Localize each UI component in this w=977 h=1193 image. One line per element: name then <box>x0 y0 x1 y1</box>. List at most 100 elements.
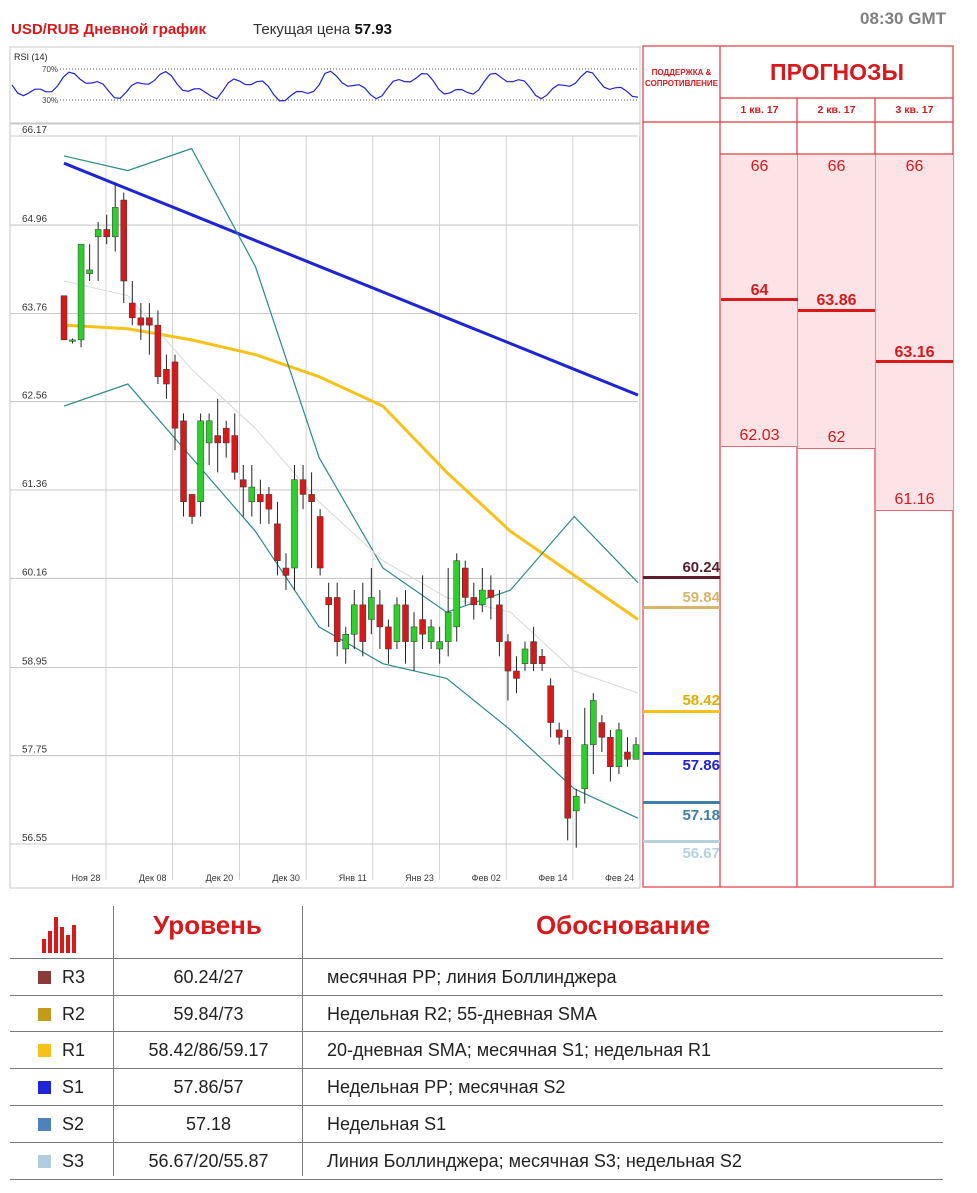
level-r3-line <box>643 576 720 579</box>
table-row: R3 60.24/27 месячная PP; линия Боллиндже… <box>10 958 943 995</box>
candle <box>462 560 469 605</box>
y-tick-label: 63.76 <box>22 302 47 313</box>
candle <box>94 222 102 281</box>
candle <box>376 590 384 649</box>
candle <box>154 310 162 385</box>
level-s1-value: 57.86 <box>682 757 720 774</box>
timestamp: 08:30 GMT <box>860 9 946 28</box>
level-name: R3 <box>62 967 86 987</box>
level-value: 59.84/73 <box>173 1004 244 1024</box>
y-tick-label: 58.95 <box>22 656 47 667</box>
level-reason: Недельная R2; 55-дневная SMA <box>327 1004 597 1024</box>
table-row: S2 57.18 Недельная S1 <box>10 1105 943 1142</box>
rsi-panel-frame <box>9 46 641 124</box>
rsi-line <box>11 70 639 102</box>
forecast-grid <box>642 45 954 888</box>
candle <box>180 413 187 517</box>
candle <box>69 338 76 344</box>
quarter-3-mid-line <box>876 360 953 363</box>
level-value: 60.24/27 <box>173 967 244 987</box>
candle <box>137 303 145 340</box>
candle <box>581 707 589 804</box>
level-swatch <box>38 1081 51 1094</box>
candle <box>427 619 435 649</box>
quarter-2-mid-line <box>798 309 875 312</box>
x-tick-label: Дек 08 <box>139 873 167 883</box>
candle <box>402 590 409 664</box>
level-value: 58.42/86/59.17 <box>148 1040 269 1060</box>
x-tick-label: Янв 11 <box>339 873 367 883</box>
x-tick-label: Ноя 28 <box>72 873 101 883</box>
candle <box>530 626 537 672</box>
candle <box>538 648 546 672</box>
candle <box>598 715 606 753</box>
level-reason: Линия Боллинджера; месячная S3; недельна… <box>327 1151 742 1171</box>
x-tick-label: Фев 14 <box>538 873 567 883</box>
candle <box>521 641 529 672</box>
candle <box>393 597 401 649</box>
quarter-1-range <box>721 155 797 447</box>
candle <box>564 729 571 841</box>
y-tick-label: 57.75 <box>22 745 47 756</box>
current-price: Текущая цена 57.93 <box>253 21 392 38</box>
candle <box>333 582 341 657</box>
level-reason: 20-дневная SMA; месячная S1; недельная R… <box>327 1040 712 1060</box>
candles <box>60 185 640 848</box>
candle <box>342 626 349 664</box>
y-tick-label: 66.17 <box>22 125 47 136</box>
quarter-3-label: 3 кв. 17 <box>895 104 934 116</box>
x-tick-label: Дек 20 <box>206 873 234 883</box>
candle <box>479 568 486 613</box>
candle <box>419 575 426 649</box>
candle <box>368 568 375 635</box>
candle <box>214 398 221 473</box>
quarter-2-range <box>798 155 875 449</box>
candle <box>590 693 597 775</box>
forecast-title: ПРОГНОЗЫ <box>770 58 904 85</box>
level-swatch <box>38 1118 51 1131</box>
table-row: R1 58.42/86/59.17 20-дневная SMA; месячн… <box>10 1031 943 1068</box>
rsi-panel: RSI (14) 70% 30% <box>11 52 639 105</box>
level-s1-line <box>643 752 720 755</box>
candle <box>470 582 478 620</box>
candle <box>197 413 204 517</box>
quarter-1-mid: 64 <box>750 282 769 299</box>
price-chart: RSI (14) 70% 30% 66.17 64.96 63.76 62.56 61.… <box>9 46 641 889</box>
candle <box>351 590 358 649</box>
quarter-3-high: 66 <box>905 158 924 175</box>
candle <box>111 185 119 252</box>
quarter-2-label: 2 кв. 17 <box>817 104 856 116</box>
candle <box>410 612 418 672</box>
level-swatch <box>38 1008 51 1021</box>
level-name: S3 <box>62 1151 85 1171</box>
level-value: 57.86/57 <box>173 1077 244 1097</box>
level-r1-value: 58.42 <box>682 692 720 709</box>
chart-title: USD/RUB Дневной график <box>11 21 207 38</box>
candle <box>316 509 324 576</box>
candle <box>632 737 640 760</box>
y-tick-label: 56.55 <box>22 833 47 844</box>
candle <box>496 590 503 657</box>
candle <box>308 472 315 569</box>
level-value: 57.18 <box>185 1114 232 1134</box>
level-name: S2 <box>62 1114 85 1134</box>
level-r3-value: 60.24 <box>682 559 720 576</box>
candle <box>385 619 392 664</box>
level-s3-line <box>643 840 720 843</box>
candle <box>487 575 495 620</box>
quarter-2-mid: 63.86 <box>816 292 857 309</box>
candle <box>205 413 213 465</box>
table-row: R2 59.84/73 Недельная R2; 55-дневная SMA <box>10 995 943 1032</box>
level-reason: Недельная S1 <box>327 1114 447 1134</box>
bollinger-upper-line <box>63 147 639 613</box>
quarter-1-low: 62.03 <box>739 427 780 444</box>
y-tick-label: 60.16 <box>22 567 47 578</box>
candle <box>129 280 136 326</box>
x-tick-label: Фев 24 <box>605 873 634 883</box>
candle <box>240 464 247 517</box>
current-price-label: Текущая цена <box>253 21 351 38</box>
level-name: R1 <box>62 1040 86 1060</box>
quarter-1-label: 1 кв. 17 <box>740 104 779 116</box>
level-s2-line <box>643 801 720 804</box>
level-swatch <box>38 1155 51 1168</box>
